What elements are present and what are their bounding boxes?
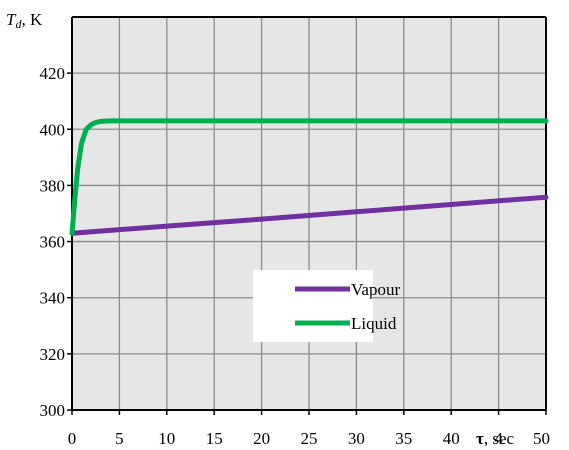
x-tick-label: 50 xyxy=(533,429,550,448)
x-tick-label: 35 xyxy=(395,429,412,448)
series-lines xyxy=(69,118,549,236)
series-line-liquid xyxy=(69,118,549,236)
x-tick-label: 4 xyxy=(494,429,503,448)
x-axis-title: τ, sec xyxy=(476,429,515,448)
x-axis-symbol: τ xyxy=(476,429,484,448)
x-tick-label: 5 xyxy=(115,429,124,448)
x-tick-label: 25 xyxy=(301,429,318,448)
legend-label-liquid: Liquid xyxy=(351,314,397,333)
y-tick-label: 380 xyxy=(40,176,66,195)
y-axis-subscript: d xyxy=(15,17,22,31)
y-tick-label: 300 xyxy=(40,401,66,420)
y-axis-symbol: T xyxy=(6,10,17,29)
y-tick-label: 420 xyxy=(40,64,66,83)
x-tick-label: 0 xyxy=(68,429,77,448)
x-tick-label: 20 xyxy=(253,429,270,448)
y-tick-label: 400 xyxy=(40,120,66,139)
y-tick-label: 320 xyxy=(40,345,66,364)
x-axis-unit: , sec xyxy=(484,429,515,448)
legend: Vapour Liquid xyxy=(253,270,400,342)
y-tick-label: 360 xyxy=(40,233,66,252)
legend-label-vapour: Vapour xyxy=(351,280,400,299)
y-axis-unit: , K xyxy=(21,10,43,29)
y-tick-label: 340 xyxy=(40,289,66,308)
x-tick-label: 40 xyxy=(443,429,460,448)
y-tick-labels: 300 320 340 360 380 400 420 xyxy=(40,64,66,420)
x-tick-label: 15 xyxy=(206,429,223,448)
series-line-vapour xyxy=(69,194,549,236)
legend-box xyxy=(253,270,373,342)
x-tick-label: 10 xyxy=(158,429,175,448)
y-axis-title: Td, K xyxy=(6,10,43,31)
x-tick-labels: 0 5 10 15 20 25 30 35 40 4 50 xyxy=(68,429,550,448)
x-tick-label: 30 xyxy=(348,429,365,448)
